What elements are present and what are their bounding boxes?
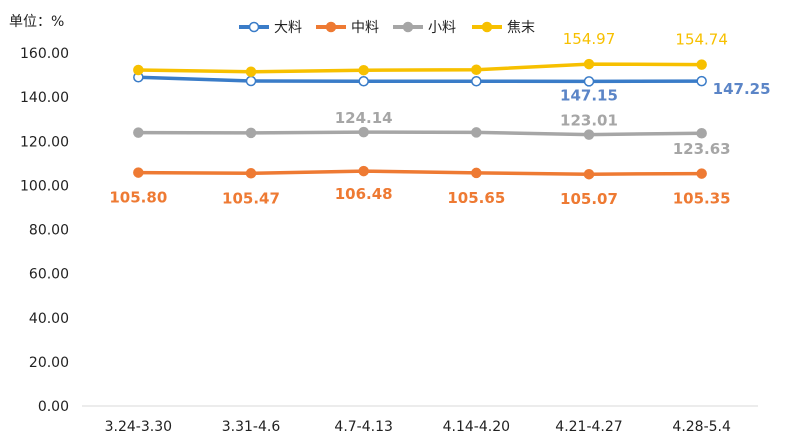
y-tick-label: 0.00 bbox=[38, 399, 69, 415]
data-label: 105.07 bbox=[560, 190, 618, 208]
y-tick-label: 160.00 bbox=[20, 46, 69, 62]
legend-label: 小料 bbox=[428, 20, 456, 36]
legend-swatch-marker bbox=[481, 21, 493, 33]
data-label: 123.63 bbox=[673, 140, 731, 158]
x-tick-label: 4.28-5.4 bbox=[672, 419, 731, 435]
data-point bbox=[471, 75, 482, 87]
y-tick-label: 60.00 bbox=[29, 267, 69, 283]
data-label: 124.14 bbox=[335, 109, 393, 127]
legend-swatch-marker bbox=[325, 21, 337, 33]
series-line bbox=[136, 75, 704, 84]
y-tick-label: 80.00 bbox=[29, 223, 69, 239]
data-point bbox=[696, 75, 707, 87]
data-point bbox=[583, 129, 595, 140]
data-point bbox=[583, 168, 595, 180]
data-label: 147.15 bbox=[560, 86, 618, 104]
legend: 大料 中料 小料 焦末 bbox=[239, 20, 535, 36]
legend-label: 大料 bbox=[274, 20, 302, 36]
y-tick-label: 120.00 bbox=[20, 134, 69, 150]
data-point bbox=[696, 59, 707, 70]
x-tick-label: 3.31-4.6 bbox=[222, 419, 281, 435]
data-point bbox=[133, 127, 144, 138]
data-point bbox=[358, 165, 369, 177]
data-point bbox=[583, 58, 595, 70]
data-point bbox=[245, 127, 257, 139]
data-label: 105.35 bbox=[673, 190, 731, 208]
data-point bbox=[245, 75, 257, 87]
series-group bbox=[133, 58, 707, 180]
data-label: 106.48 bbox=[335, 185, 393, 203]
data-point bbox=[133, 167, 144, 178]
legend-swatch-marker bbox=[248, 21, 260, 33]
series-line bbox=[136, 130, 704, 137]
legend-label: 焦末 bbox=[507, 20, 535, 36]
data-label: 154.97 bbox=[563, 30, 616, 48]
x-axis: 3.24-3.30 3.31-4.6 4.7-4.13 4.14-4.20 4.21-4… bbox=[105, 419, 731, 435]
data-point bbox=[583, 76, 595, 87]
data-point bbox=[696, 127, 707, 139]
data-point bbox=[696, 168, 707, 179]
series-line bbox=[136, 62, 704, 74]
y-tick-label: 40.00 bbox=[29, 311, 69, 327]
data-point bbox=[358, 126, 369, 138]
data-point bbox=[471, 64, 482, 76]
y-tick-label: 100.00 bbox=[20, 178, 69, 194]
data-point bbox=[245, 168, 257, 179]
data-label: 105.80 bbox=[109, 189, 167, 207]
x-tick-label: 4.14-4.20 bbox=[443, 419, 510, 435]
data-label: 105.47 bbox=[222, 189, 280, 207]
legend-label: 中料 bbox=[351, 20, 379, 36]
y-axis: 0.00 20.00 40.00 60.00 80.00 100.00 120.00 140.… bbox=[20, 46, 69, 415]
y-tick-label: 140.00 bbox=[20, 90, 69, 106]
data-point bbox=[245, 66, 257, 78]
data-point bbox=[471, 167, 482, 179]
x-tick-label: 4.7-4.13 bbox=[334, 419, 393, 435]
data-point bbox=[358, 75, 369, 87]
data-label: 105.65 bbox=[447, 189, 505, 207]
y-axis-unit-label: 单位：% bbox=[9, 14, 64, 30]
data-label: 154.74 bbox=[675, 31, 728, 49]
x-tick-label: 3.24-3.30 bbox=[105, 419, 172, 435]
x-tick-label: 4.21-4.27 bbox=[555, 419, 622, 435]
legend-swatch-marker bbox=[402, 21, 414, 33]
y-tick-label: 20.00 bbox=[29, 355, 69, 371]
data-point bbox=[471, 127, 482, 138]
data-label: 123.01 bbox=[560, 112, 618, 130]
series-line bbox=[136, 169, 704, 176]
data-point bbox=[358, 64, 369, 76]
data-point bbox=[133, 64, 144, 76]
data-labels: 147.15 147.25 105.80 105.47 106.48 105.65 105.… bbox=[109, 30, 770, 208]
data-label: 147.25 bbox=[713, 80, 771, 98]
